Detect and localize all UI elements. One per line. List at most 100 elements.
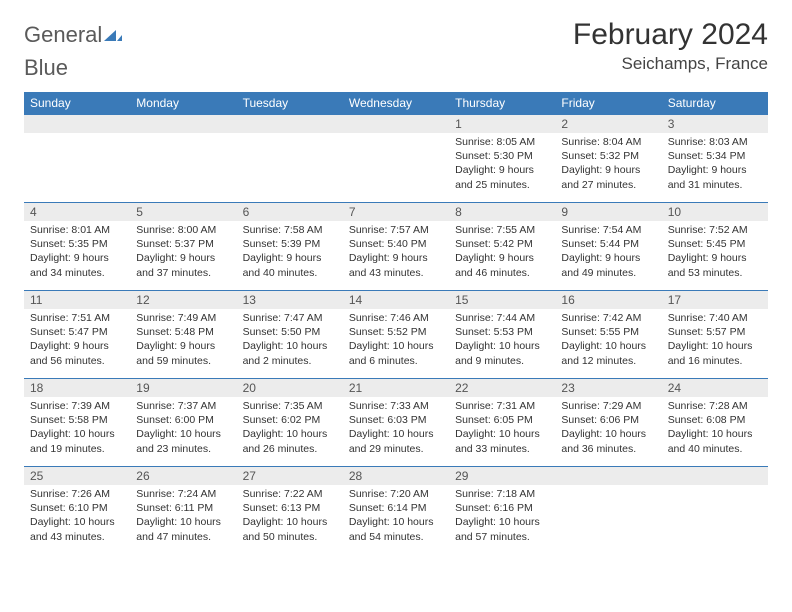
weekday-header: Sunday (24, 92, 130, 115)
day-content: Sunrise: 7:42 AMSunset: 5:55 PMDaylight:… (555, 309, 661, 372)
logo-sail-icon (104, 28, 122, 47)
sunset-text: Sunset: 5:58 PM (30, 413, 124, 427)
day-number: 8 (449, 203, 555, 221)
sunrise-text: Sunrise: 7:22 AM (243, 487, 337, 501)
day-content: Sunrise: 7:31 AMSunset: 6:05 PMDaylight:… (449, 397, 555, 460)
daylight-text: Daylight: 9 hours and 56 minutes. (30, 339, 124, 367)
day-number: 12 (130, 291, 236, 309)
calendar-week-row: 18Sunrise: 7:39 AMSunset: 5:58 PMDayligh… (24, 379, 768, 467)
day-number: 15 (449, 291, 555, 309)
sunset-text: Sunset: 5:48 PM (136, 325, 230, 339)
sunrise-text: Sunrise: 7:49 AM (136, 311, 230, 325)
calendar-day-cell: 11Sunrise: 7:51 AMSunset: 5:47 PMDayligh… (24, 291, 130, 379)
day-number: 27 (237, 467, 343, 485)
sunrise-text: Sunrise: 7:57 AM (349, 223, 443, 237)
sunrise-text: Sunrise: 7:31 AM (455, 399, 549, 413)
sunrise-text: Sunrise: 7:47 AM (243, 311, 337, 325)
calendar-day-cell (555, 467, 661, 555)
day-number: 22 (449, 379, 555, 397)
logo-text-blue: Blue (24, 55, 68, 80)
sunrise-text: Sunrise: 7:55 AM (455, 223, 549, 237)
calendar-day-cell (24, 115, 130, 203)
daylight-text: Daylight: 10 hours and 36 minutes. (561, 427, 655, 455)
day-content: Sunrise: 7:51 AMSunset: 5:47 PMDaylight:… (24, 309, 130, 372)
header: General Blue February 2024 Seichamps, Fr… (24, 18, 768, 80)
daylight-text: Daylight: 9 hours and 34 minutes. (30, 251, 124, 279)
sunset-text: Sunset: 5:57 PM (668, 325, 762, 339)
sunset-text: Sunset: 5:55 PM (561, 325, 655, 339)
calendar-day-cell: 17Sunrise: 7:40 AMSunset: 5:57 PMDayligh… (662, 291, 768, 379)
sunset-text: Sunset: 5:52 PM (349, 325, 443, 339)
day-number: 5 (130, 203, 236, 221)
day-number (130, 115, 236, 133)
calendar-day-cell: 16Sunrise: 7:42 AMSunset: 5:55 PMDayligh… (555, 291, 661, 379)
day-number: 2 (555, 115, 661, 133)
day-content: Sunrise: 7:35 AMSunset: 6:02 PMDaylight:… (237, 397, 343, 460)
sunset-text: Sunset: 5:50 PM (243, 325, 337, 339)
calendar-day-cell: 7Sunrise: 7:57 AMSunset: 5:40 PMDaylight… (343, 203, 449, 291)
day-number: 6 (237, 203, 343, 221)
daylight-text: Daylight: 10 hours and 50 minutes. (243, 515, 337, 543)
calendar-day-cell: 10Sunrise: 7:52 AMSunset: 5:45 PMDayligh… (662, 203, 768, 291)
sunset-text: Sunset: 5:42 PM (455, 237, 549, 251)
daylight-text: Daylight: 9 hours and 53 minutes. (668, 251, 762, 279)
daylight-text: Daylight: 10 hours and 9 minutes. (455, 339, 549, 367)
sunrise-text: Sunrise: 8:05 AM (455, 135, 549, 149)
daylight-text: Daylight: 10 hours and 47 minutes. (136, 515, 230, 543)
sunset-text: Sunset: 5:30 PM (455, 149, 549, 163)
day-number: 14 (343, 291, 449, 309)
sunset-text: Sunset: 5:39 PM (243, 237, 337, 251)
day-number: 1 (449, 115, 555, 133)
sunrise-text: Sunrise: 7:33 AM (349, 399, 443, 413)
weekday-header: Thursday (449, 92, 555, 115)
calendar-day-cell: 24Sunrise: 7:28 AMSunset: 6:08 PMDayligh… (662, 379, 768, 467)
sunrise-text: Sunrise: 7:29 AM (561, 399, 655, 413)
day-number (555, 467, 661, 485)
daylight-text: Daylight: 9 hours and 27 minutes. (561, 163, 655, 191)
weekday-header: Monday (130, 92, 236, 115)
day-content: Sunrise: 8:05 AMSunset: 5:30 PMDaylight:… (449, 133, 555, 196)
day-content: Sunrise: 8:01 AMSunset: 5:35 PMDaylight:… (24, 221, 130, 284)
calendar-day-cell: 9Sunrise: 7:54 AMSunset: 5:44 PMDaylight… (555, 203, 661, 291)
day-content: Sunrise: 7:39 AMSunset: 5:58 PMDaylight:… (24, 397, 130, 460)
sunrise-text: Sunrise: 7:28 AM (668, 399, 762, 413)
weekday-header: Saturday (662, 92, 768, 115)
day-content: Sunrise: 7:58 AMSunset: 5:39 PMDaylight:… (237, 221, 343, 284)
calendar-day-cell: 21Sunrise: 7:33 AMSunset: 6:03 PMDayligh… (343, 379, 449, 467)
sunset-text: Sunset: 5:37 PM (136, 237, 230, 251)
day-number: 9 (555, 203, 661, 221)
day-number: 3 (662, 115, 768, 133)
day-number: 21 (343, 379, 449, 397)
day-number: 19 (130, 379, 236, 397)
sunrise-text: Sunrise: 7:40 AM (668, 311, 762, 325)
day-content: Sunrise: 7:47 AMSunset: 5:50 PMDaylight:… (237, 309, 343, 372)
sunset-text: Sunset: 6:00 PM (136, 413, 230, 427)
daylight-text: Daylight: 9 hours and 40 minutes. (243, 251, 337, 279)
daylight-text: Daylight: 10 hours and 57 minutes. (455, 515, 549, 543)
day-content: Sunrise: 7:37 AMSunset: 6:00 PMDaylight:… (130, 397, 236, 460)
daylight-text: Daylight: 10 hours and 16 minutes. (668, 339, 762, 367)
day-content: Sunrise: 8:00 AMSunset: 5:37 PMDaylight:… (130, 221, 236, 284)
sunset-text: Sunset: 5:32 PM (561, 149, 655, 163)
calendar-week-row: 1Sunrise: 8:05 AMSunset: 5:30 PMDaylight… (24, 115, 768, 203)
calendar-day-cell: 20Sunrise: 7:35 AMSunset: 6:02 PMDayligh… (237, 379, 343, 467)
sunrise-text: Sunrise: 7:46 AM (349, 311, 443, 325)
calendar-day-cell: 29Sunrise: 7:18 AMSunset: 6:16 PMDayligh… (449, 467, 555, 555)
calendar-day-cell (662, 467, 768, 555)
calendar-day-cell: 1Sunrise: 8:05 AMSunset: 5:30 PMDaylight… (449, 115, 555, 203)
sunset-text: Sunset: 6:10 PM (30, 501, 124, 515)
calendar-day-cell (343, 115, 449, 203)
calendar-day-cell: 22Sunrise: 7:31 AMSunset: 6:05 PMDayligh… (449, 379, 555, 467)
day-content: Sunrise: 7:52 AMSunset: 5:45 PMDaylight:… (662, 221, 768, 284)
sunrise-text: Sunrise: 7:51 AM (30, 311, 124, 325)
weekday-header: Wednesday (343, 92, 449, 115)
day-content: Sunrise: 7:26 AMSunset: 6:10 PMDaylight:… (24, 485, 130, 548)
day-number: 23 (555, 379, 661, 397)
daylight-text: Daylight: 9 hours and 49 minutes. (561, 251, 655, 279)
day-content: Sunrise: 8:03 AMSunset: 5:34 PMDaylight:… (662, 133, 768, 196)
calendar-day-cell: 15Sunrise: 7:44 AMSunset: 5:53 PMDayligh… (449, 291, 555, 379)
day-number: 7 (343, 203, 449, 221)
day-content: Sunrise: 7:49 AMSunset: 5:48 PMDaylight:… (130, 309, 236, 372)
day-content: Sunrise: 7:54 AMSunset: 5:44 PMDaylight:… (555, 221, 661, 284)
daylight-text: Daylight: 10 hours and 2 minutes. (243, 339, 337, 367)
